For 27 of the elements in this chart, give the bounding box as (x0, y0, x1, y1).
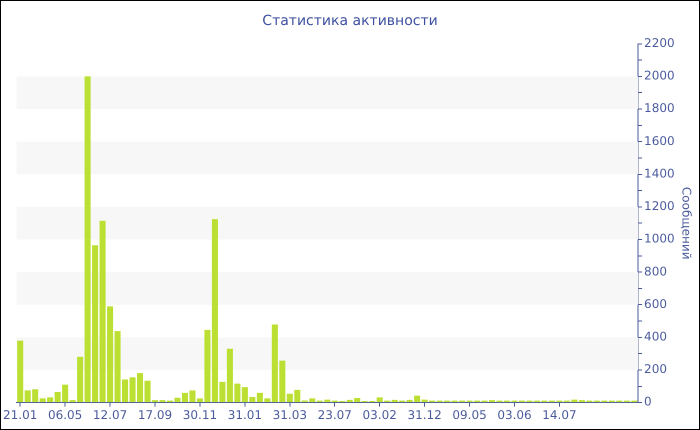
x-tick-label: 17.09 (138, 408, 172, 422)
x-tick-label: 30.11 (182, 408, 218, 422)
x-tick-label: 23.07 (318, 408, 352, 422)
chart-title: Статистика активности (262, 13, 438, 30)
x-tick-label: 31.01 (228, 408, 262, 422)
y-tick-label: 400 (644, 329, 667, 344)
x-tick-label: 12.07 (92, 408, 128, 422)
y-tick-label: 1800 (644, 101, 675, 116)
y-tick-label: 1000 (644, 232, 675, 246)
y-tick-label: 200 (644, 362, 667, 376)
y-tick-label: 600 (644, 296, 667, 311)
y-axis-title: Сообщений (680, 186, 694, 260)
x-tick-label: 03.06 (497, 408, 532, 422)
y-tick-label: 800 (644, 264, 667, 278)
x-tick-label: 21.01 (3, 408, 38, 422)
x-tick-label: 03.02 (362, 408, 397, 422)
x-tick-label: 31.03 (272, 408, 307, 422)
y-tick-label: 1600 (644, 134, 675, 148)
x-tick-label: 14.07 (542, 408, 577, 422)
x-tick-label: 06.05 (48, 408, 82, 422)
y-tick-label: 1200 (644, 199, 675, 214)
y-tick-label: 2000 (644, 68, 675, 83)
y-tick-label: 1400 (644, 166, 675, 180)
x-tick-label: 31.12 (407, 408, 442, 422)
x-tick-label: 09.05 (452, 408, 487, 422)
y-tick-label: 0 (644, 394, 652, 409)
y-tick-label: 2200 (644, 36, 675, 50)
